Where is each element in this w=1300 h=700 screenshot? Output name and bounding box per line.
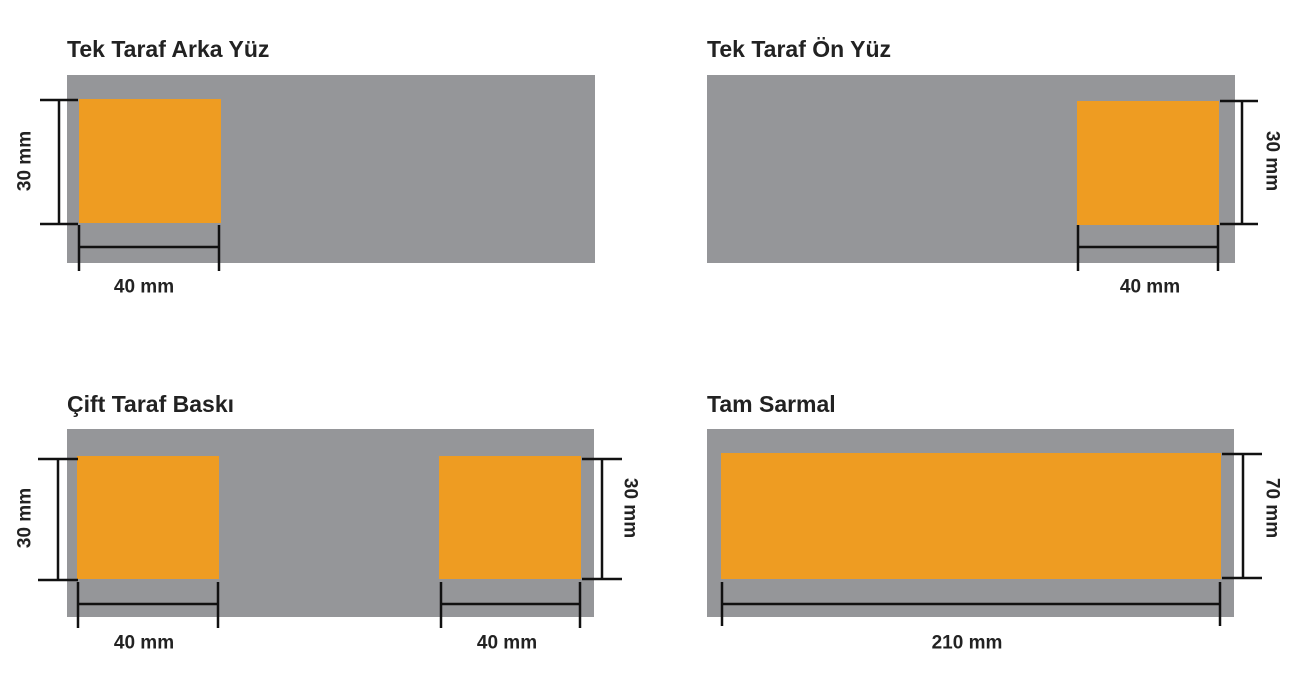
height-label: 70 mm <box>1261 477 1283 539</box>
width-label: 40 mm <box>1119 276 1181 298</box>
print-area <box>77 456 219 579</box>
height-label: 30 mm <box>619 477 641 539</box>
print-area <box>721 453 1221 579</box>
print-area <box>439 456 581 579</box>
print-area <box>1077 101 1219 225</box>
panel-title-wrap: Tam Sarmal <box>707 391 836 417</box>
panel-title-rear: Tek Taraf Arka Yüz <box>67 36 270 62</box>
panel-title-front: Tek Taraf Ön Yüz <box>707 36 892 62</box>
height-label: 30 mm <box>14 130 36 192</box>
width-label: 40 mm <box>476 632 538 654</box>
width-label: 40 mm <box>113 632 175 654</box>
width-label: 40 mm <box>113 276 175 298</box>
height-label: 30 mm <box>14 487 36 549</box>
print-area <box>79 99 221 223</box>
width-label: 210 mm <box>931 632 1003 654</box>
height-label: 30 mm <box>1261 130 1283 192</box>
panel-title-double: Çift Taraf Baskı <box>67 391 235 417</box>
